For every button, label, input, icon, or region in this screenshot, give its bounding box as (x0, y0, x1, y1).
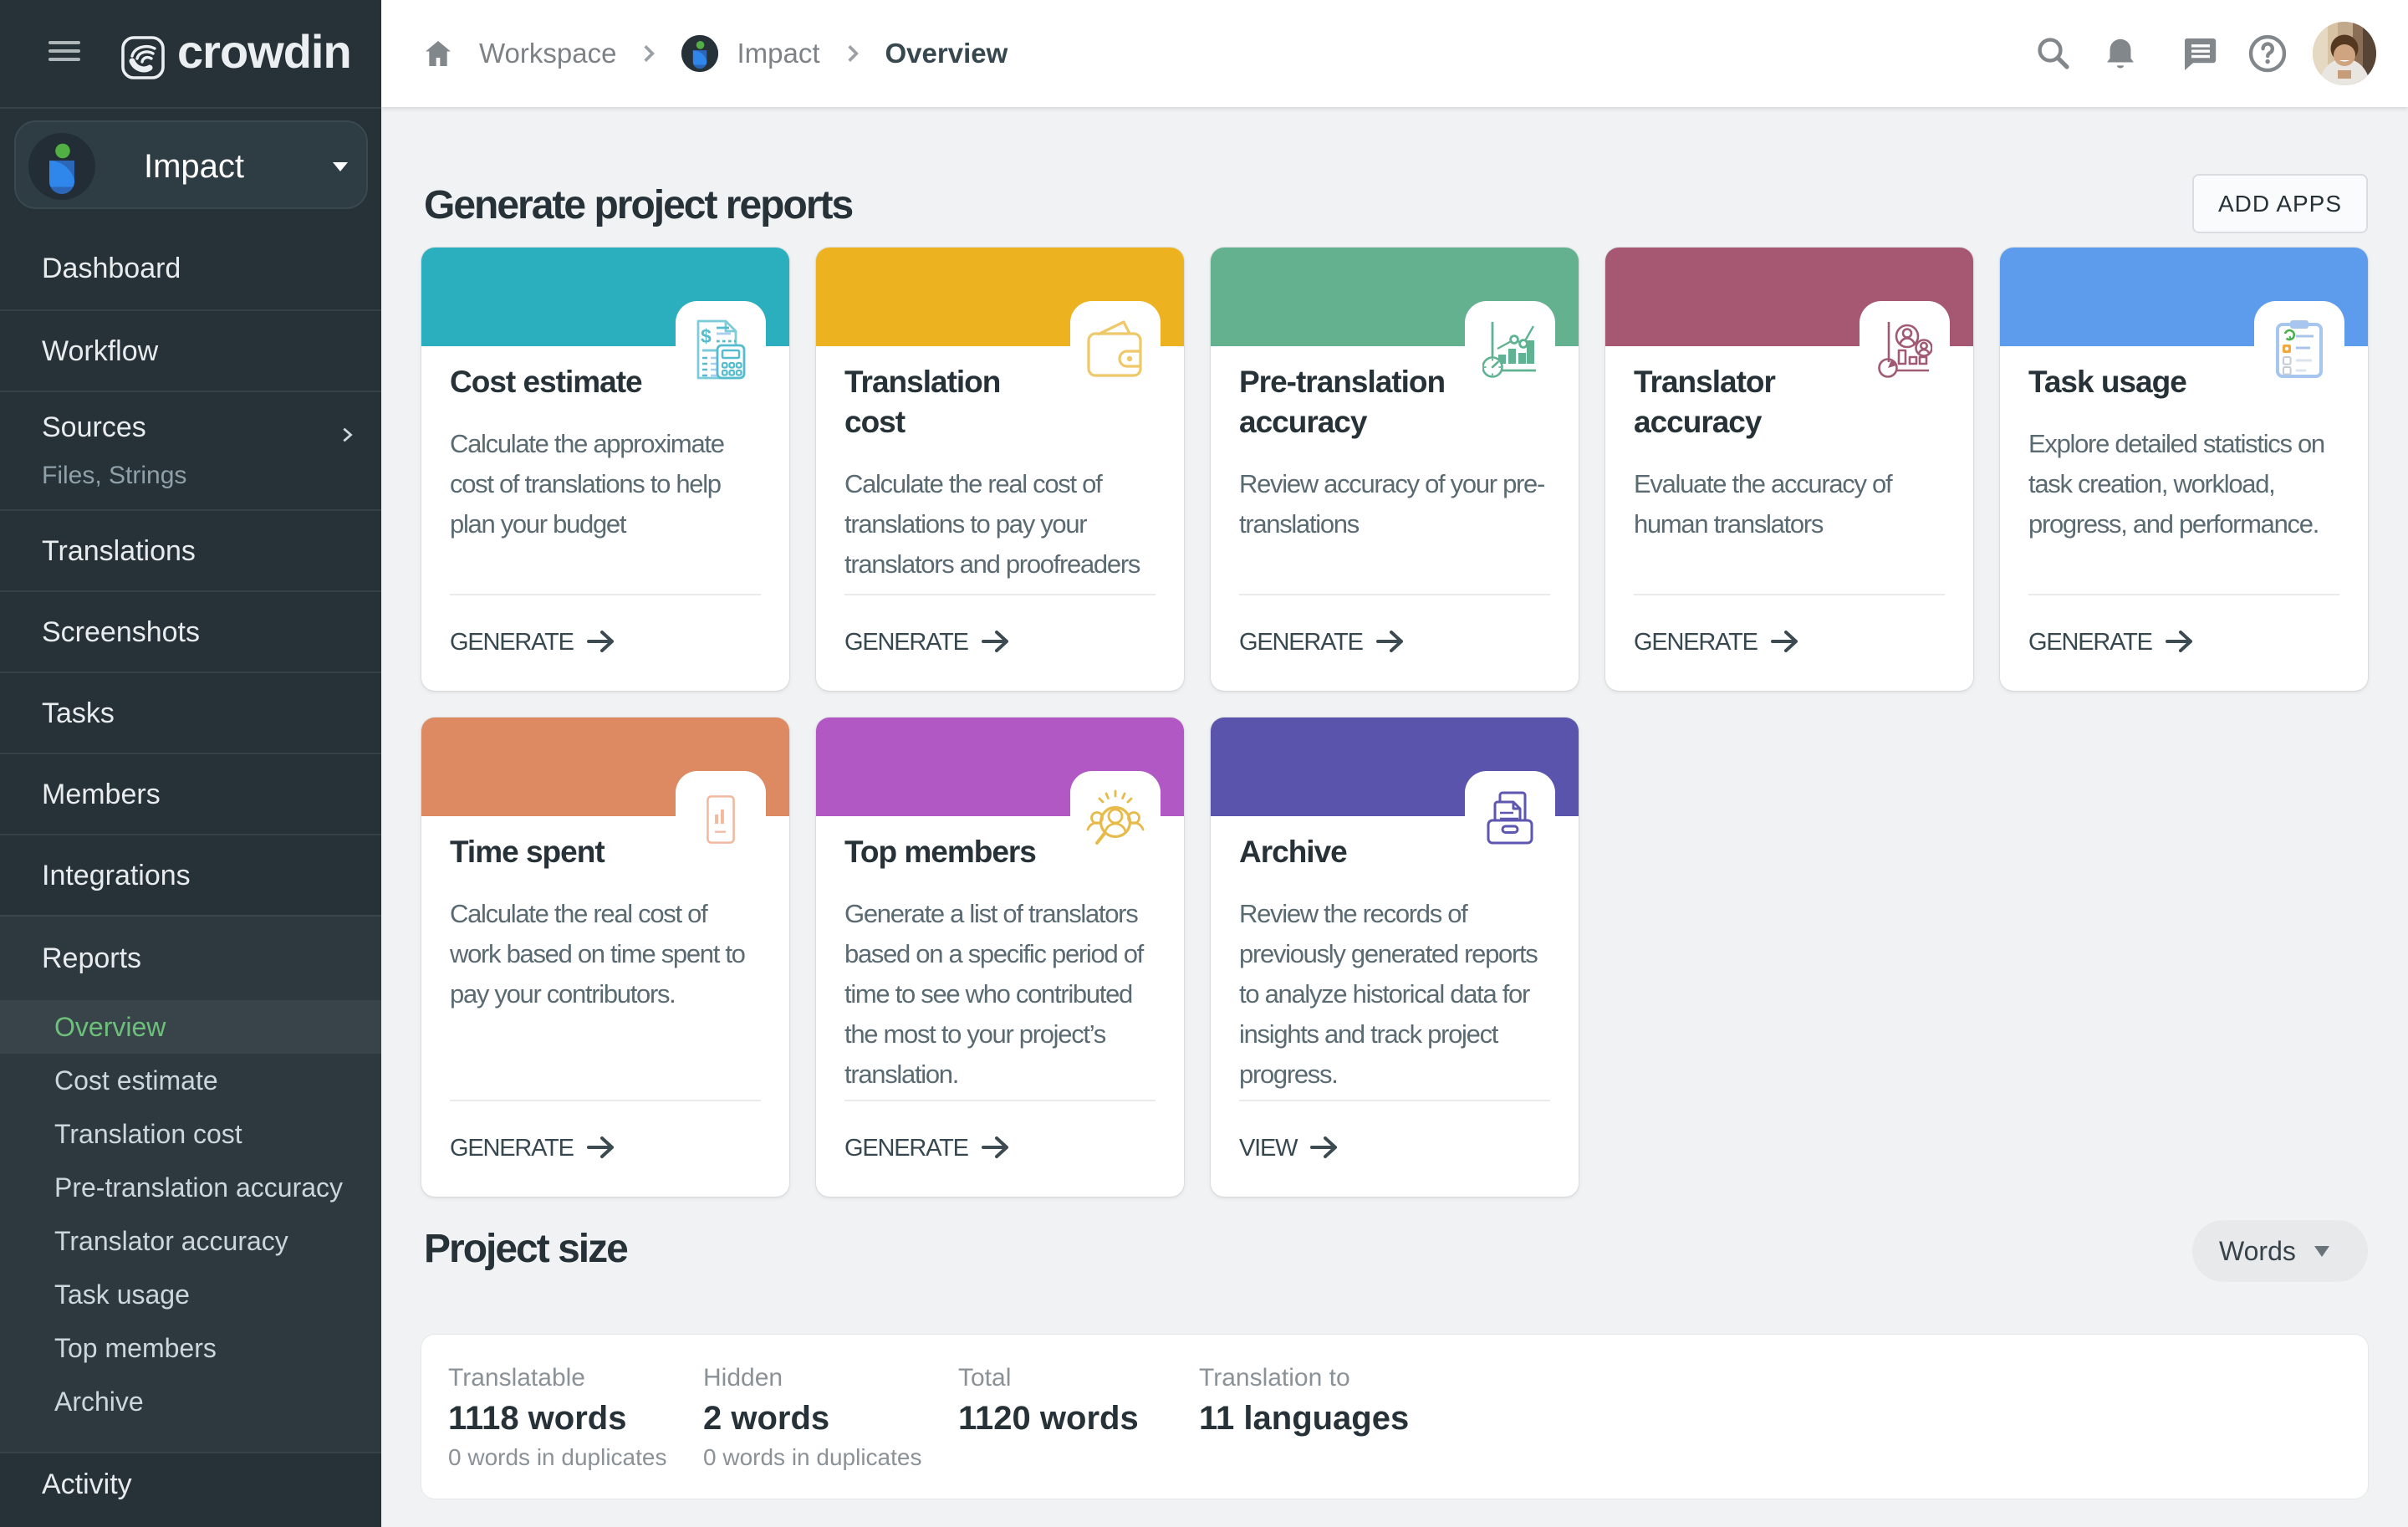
svg-text:$: $ (701, 325, 712, 347)
